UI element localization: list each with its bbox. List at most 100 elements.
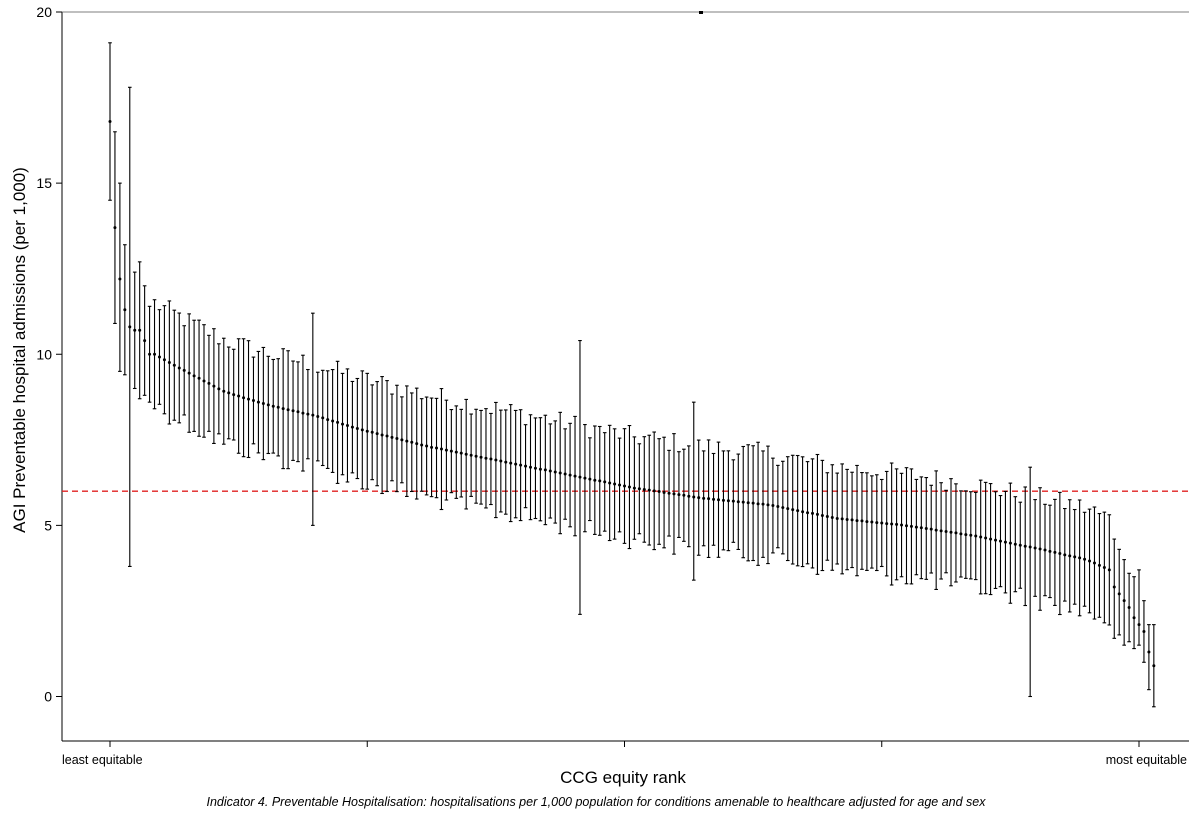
data-point-197: [1082, 511, 1087, 607]
data-point-203: [1112, 538, 1117, 639]
point-marker: [533, 466, 537, 470]
point-marker: [959, 532, 963, 536]
point-marker: [900, 523, 904, 527]
data-point-196: [1077, 499, 1082, 617]
point-marker: [806, 511, 810, 515]
point-marker: [133, 328, 137, 332]
data-point-210: [1147, 624, 1151, 691]
point-marker: [336, 420, 340, 424]
data-point-151: [855, 464, 859, 577]
data-point-206: [1127, 572, 1131, 643]
data-point-31: [261, 346, 266, 461]
data-point-188: [1038, 487, 1042, 611]
data-point-137: [785, 456, 790, 562]
data-point-209: [1142, 600, 1146, 663]
data-point-81: [508, 404, 513, 523]
point-marker: [914, 525, 918, 529]
point-marker: [217, 387, 221, 391]
y-tick-label-1: 5: [44, 517, 52, 533]
point-marker: [222, 389, 226, 393]
point-marker: [969, 533, 973, 537]
x-axis-label: CCG equity rank: [560, 768, 686, 787]
data-point-136: [781, 460, 785, 555]
data-point-124: [721, 450, 726, 551]
point-marker: [904, 524, 908, 528]
data-point-49: [350, 380, 355, 474]
point-marker: [1137, 623, 1141, 627]
point-marker: [311, 413, 315, 417]
point-marker: [746, 501, 750, 505]
data-point-191: [1053, 498, 1057, 606]
data-point-22: [217, 343, 221, 435]
point-marker: [375, 432, 379, 436]
data-point-186: [1028, 466, 1032, 698]
data-point-73: [469, 413, 473, 497]
point-marker: [865, 520, 869, 524]
data-point-63: [419, 398, 424, 492]
point-marker: [618, 483, 622, 487]
data-point-211: [1152, 624, 1156, 708]
point-marker: [430, 445, 434, 449]
point-marker: [350, 425, 354, 429]
point-marker: [731, 499, 735, 503]
point-marker: [1058, 551, 1062, 555]
point-marker: [637, 487, 641, 491]
point-marker: [256, 400, 260, 404]
data-point-43: [320, 369, 325, 467]
point-marker: [756, 502, 760, 506]
data-point-193: [1062, 507, 1067, 602]
data-point-32: [266, 355, 271, 455]
data-point-171: [954, 483, 958, 583]
point-marker: [623, 484, 626, 488]
data-point-115: [677, 451, 681, 538]
data-point-109: [647, 434, 652, 546]
point-marker: [242, 396, 246, 400]
data-point-185: [1023, 486, 1028, 607]
point-marker: [924, 526, 928, 530]
point-marker: [464, 452, 468, 456]
data-point-148: [840, 463, 844, 575]
data-point-147: [835, 472, 840, 565]
data-point-78: [494, 401, 498, 519]
point-marker: [820, 513, 824, 517]
point-marker: [1008, 541, 1012, 545]
data-point-165: [924, 477, 929, 580]
data-point-57: [390, 393, 394, 482]
point-marker: [509, 461, 513, 465]
data-point-17: [192, 319, 196, 432]
point-marker: [870, 520, 874, 524]
point-marker: [435, 446, 439, 450]
point-marker: [306, 412, 310, 416]
point-marker: [538, 467, 542, 471]
data-point-127: [736, 453, 741, 551]
data-point-47: [340, 372, 345, 476]
data-point-94: [573, 415, 577, 537]
point-marker: [232, 393, 236, 397]
data-point-10: [157, 309, 162, 405]
data-point-95: [578, 340, 582, 615]
data-point-110: [652, 431, 656, 551]
point-marker: [598, 479, 602, 483]
data-point-118: [691, 401, 696, 581]
data-point-7: [142, 285, 147, 396]
point-marker: [1102, 565, 1106, 569]
point-marker: [1068, 554, 1072, 558]
point-marker: [1122, 599, 1126, 603]
data-point-60: [405, 385, 409, 497]
point-marker: [716, 498, 720, 502]
point-marker: [187, 371, 191, 375]
point-marker: [504, 460, 508, 464]
data-point-41: [311, 312, 315, 526]
point-marker: [677, 493, 681, 497]
point-marker: [682, 493, 686, 497]
point-marker: [197, 376, 201, 380]
data-point-160: [899, 472, 904, 578]
point-marker: [929, 527, 933, 531]
point-marker: [627, 485, 631, 489]
point-marker: [370, 430, 374, 434]
point-marker: [801, 510, 805, 514]
data-point-33: [271, 358, 276, 454]
point-marker: [390, 435, 394, 439]
data-point-21: [212, 328, 216, 445]
